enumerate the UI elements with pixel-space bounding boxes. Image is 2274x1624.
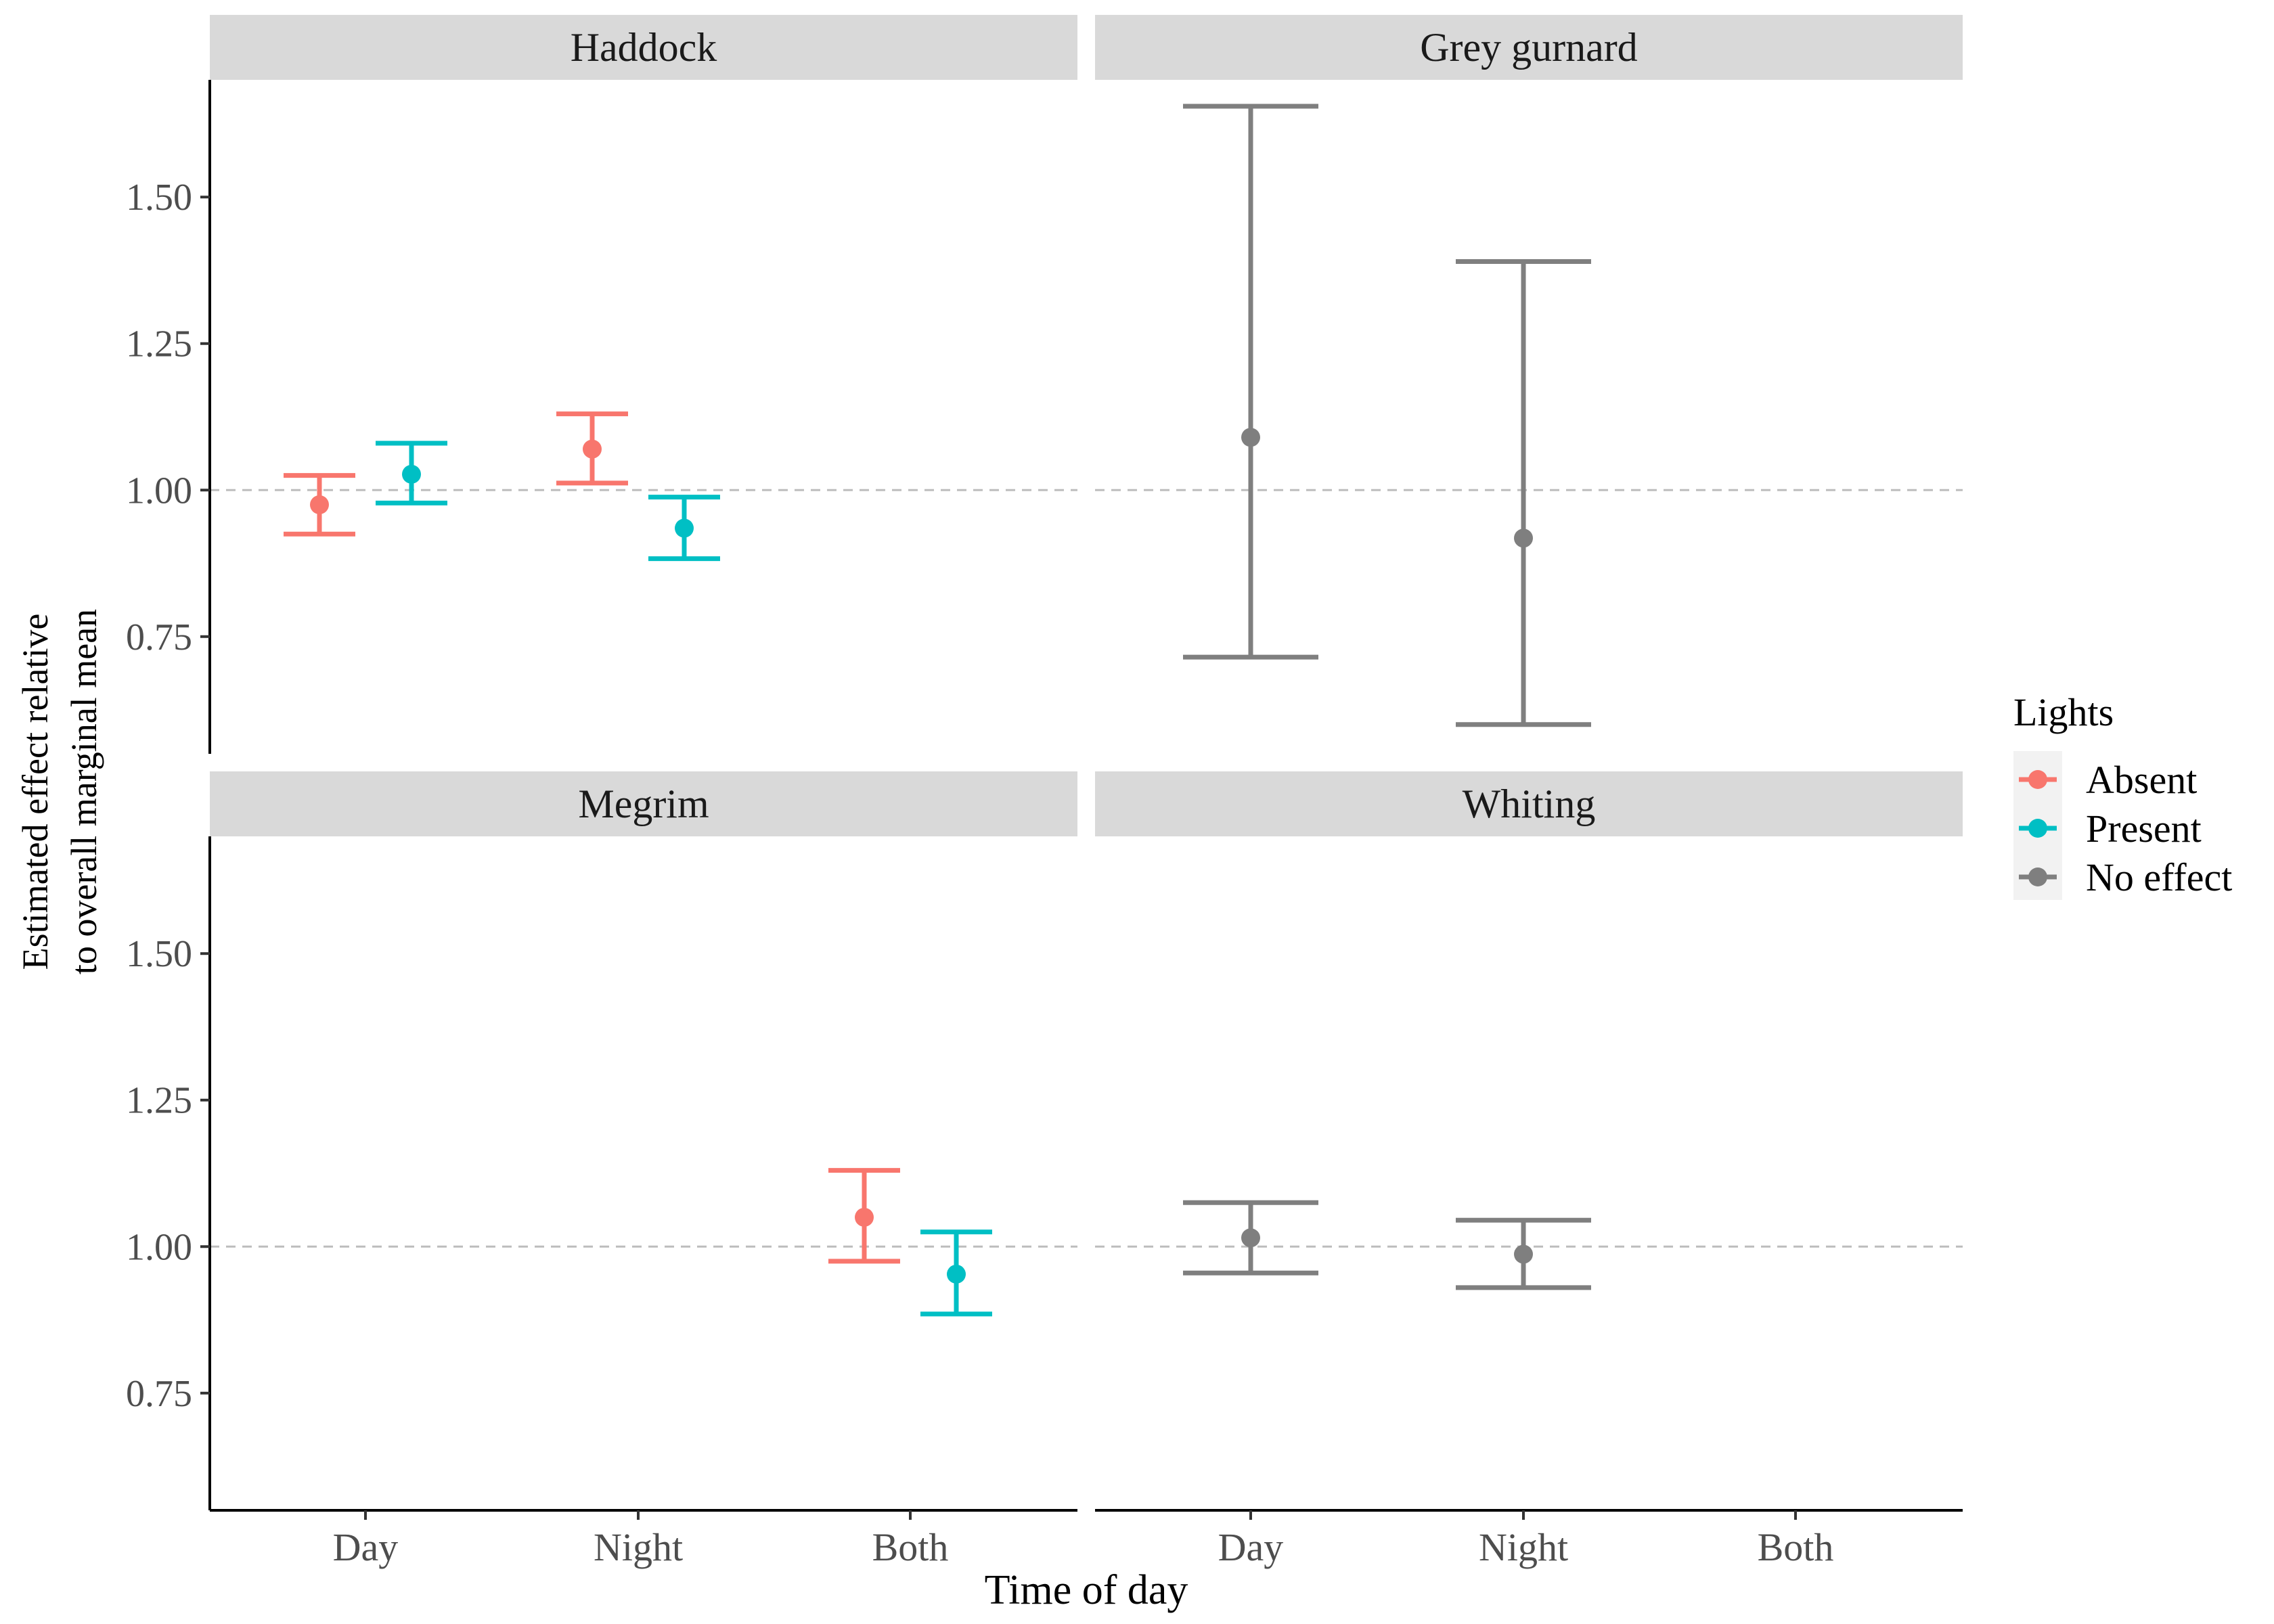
facet-title: Whiting <box>1463 782 1596 826</box>
y-tick-label: 0.75 <box>126 616 192 658</box>
x-axis-label: Time of day <box>985 1567 1188 1613</box>
facet-title: Megrim <box>578 782 709 826</box>
legend-label: No effect <box>2086 855 2232 899</box>
facet-strip <box>210 15 1077 80</box>
error-bar-point <box>376 441 447 505</box>
x-tick-label: Day <box>333 1525 399 1569</box>
legend-entry: Absent <box>2019 758 2197 802</box>
legend-entry: Present <box>2019 807 2202 851</box>
legend-key-point <box>2028 819 2047 838</box>
error-bar-point <box>648 495 720 562</box>
estimate-point <box>947 1264 966 1284</box>
estimate-point <box>583 439 602 459</box>
legend-key-point <box>2028 770 2047 789</box>
estimate-point <box>1514 1244 1533 1264</box>
facet-strip <box>1095 15 1963 80</box>
legend-label: Present <box>2086 807 2202 851</box>
error-bar-point <box>920 1230 992 1317</box>
y-axis-label-line-2: to overall marginal mean <box>64 609 104 974</box>
y-axis-label-line-1: Estimated effect relative <box>15 614 55 970</box>
y-tick-label: 1.00 <box>126 1226 192 1268</box>
error-bar-point <box>284 473 355 537</box>
facet-panel: Megrim <box>210 771 1077 1317</box>
facet-title: Haddock <box>571 25 717 70</box>
estimate-point <box>402 464 421 484</box>
facet-panel: Whiting <box>1095 771 1963 1290</box>
error-bar-point <box>1183 104 1318 660</box>
y-tick-label: 1.50 <box>126 933 192 975</box>
facet-panel: Grey gurnard <box>1095 15 1963 727</box>
y-axis-label: Estimated effect relative to overall mar… <box>15 609 104 974</box>
error-bar-point <box>1456 1217 1591 1290</box>
facet-panel: Haddock <box>210 15 1077 562</box>
facet-strip <box>1095 771 1963 836</box>
y-tick-label: 1.25 <box>126 1080 192 1122</box>
x-tick-label: Both <box>872 1525 949 1569</box>
y-tick-label: 1.25 <box>126 323 192 365</box>
legend-title: Lights <box>2013 690 2114 734</box>
facet-title: Grey gurnard <box>1420 25 1638 70</box>
estimate-point <box>1241 1228 1260 1248</box>
estimate-point <box>1514 528 1533 548</box>
error-bar-point <box>1456 258 1591 727</box>
legend-key-point <box>2028 867 2047 886</box>
y-tick-label: 0.75 <box>126 1373 192 1415</box>
axes: 0.75 1.00 1.25 1.50 0.75 1.00 1.25 1.50 Day Night… <box>126 80 1963 1569</box>
error-bar-point <box>556 411 628 486</box>
error-bar-point <box>828 1168 900 1264</box>
x-tick-label: Night <box>594 1525 683 1569</box>
x-tick-label: Night <box>1479 1525 1568 1569</box>
estimate-point <box>310 495 329 514</box>
estimate-point <box>855 1207 874 1227</box>
y-tick-label: 1.00 <box>126 470 192 512</box>
estimate-point <box>675 518 694 538</box>
x-tick-label: Both <box>1758 1525 1834 1569</box>
legend-label: Absent <box>2086 758 2197 802</box>
error-bar-point <box>1183 1200 1318 1276</box>
legend-entry: No effect <box>2019 855 2232 899</box>
facet-strip <box>210 771 1077 836</box>
facet-panels: Haddock Grey gurnard Megrim Whiting <box>210 15 1963 1317</box>
x-tick-label: Day <box>1218 1525 1284 1569</box>
y-tick-label: 1.50 <box>126 177 192 219</box>
estimate-point <box>1241 428 1260 447</box>
